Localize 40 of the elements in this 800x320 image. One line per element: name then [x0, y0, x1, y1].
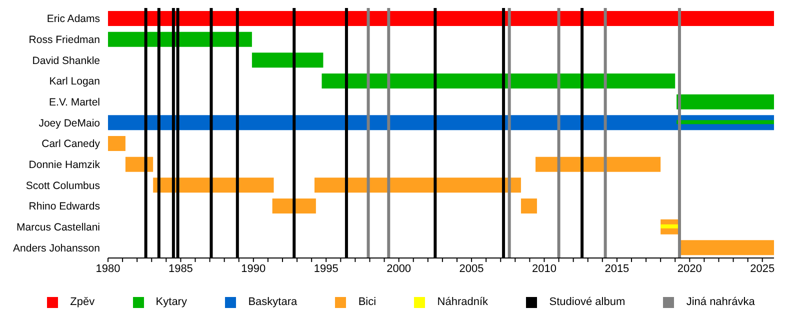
y-tick-label: Anders Johansson	[13, 242, 100, 254]
x-tick-label: 2010	[532, 262, 556, 275]
bar	[108, 115, 774, 130]
x-tick-label: 1980	[96, 262, 120, 275]
y-tick-label: Rhino Edwards	[28, 200, 100, 213]
y-tick-label: Carl Canedy	[42, 138, 101, 150]
y-tick-label: Joey DeMaio	[38, 117, 100, 130]
x-tick-label: 2005	[459, 262, 484, 275]
legend-label: Bici	[358, 296, 376, 308]
bar	[676, 94, 774, 110]
y-tick-label: E.V. Martel	[49, 96, 100, 108]
y-tick-label: Ross Friedman	[28, 34, 100, 46]
legend-label: Kytary	[156, 296, 187, 308]
x-tick-label: 2015	[604, 262, 630, 275]
y-tick-label: David Shankle	[32, 54, 100, 67]
bar	[676, 120, 774, 124]
bar	[520, 198, 537, 214]
y-tick-label: Karl Logan	[49, 76, 100, 88]
x-tick-label: 1985	[168, 262, 193, 275]
bar	[322, 74, 676, 88]
x-tick-label: 2020	[677, 262, 702, 275]
y-tick-label: Marcus Castellani	[16, 221, 100, 234]
bar	[536, 156, 661, 172]
legend-label: Studiové album	[549, 296, 626, 308]
y-tick-label: Donnie Hamzik	[28, 158, 101, 171]
y-tick-label: Eric Adams	[46, 13, 100, 26]
bar	[679, 240, 774, 256]
x-tick-label: 1995	[314, 262, 338, 275]
legend-label: Baskytara	[248, 296, 298, 308]
legend-label: Zpěv	[70, 296, 95, 308]
y-tick-label: Scott Columbus	[26, 180, 100, 192]
x-tick-label: 1990	[241, 262, 266, 275]
legend-label: Náhradník	[437, 296, 488, 308]
bar	[108, 136, 126, 151]
legend-label: Jiná nahrávka	[686, 296, 755, 308]
bar	[108, 11, 774, 26]
bar	[272, 198, 316, 214]
x-tick-label: 2025	[750, 262, 775, 275]
bar	[252, 52, 324, 68]
x-tick-label: 2000	[386, 262, 412, 275]
